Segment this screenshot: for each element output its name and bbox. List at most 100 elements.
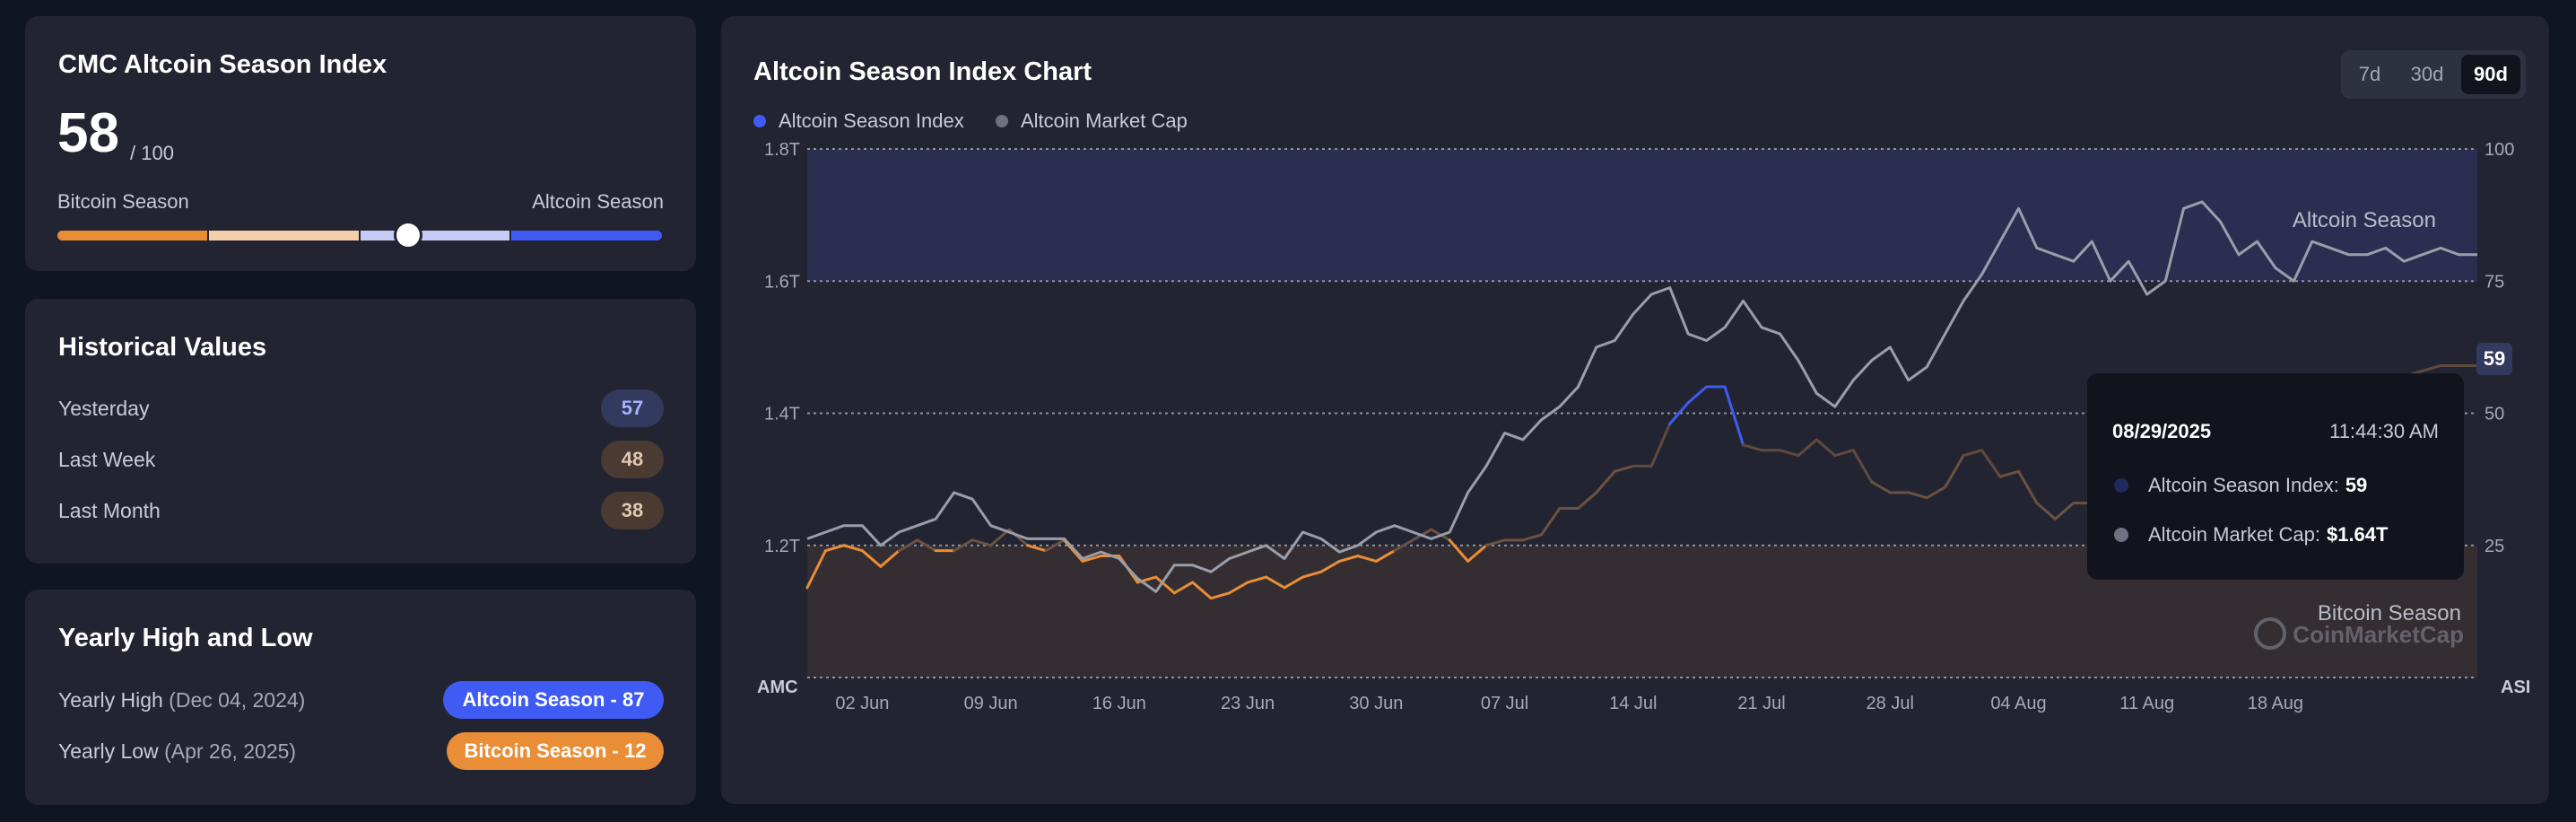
index-max: / 100	[130, 142, 174, 164]
index-series-segment	[1356, 555, 1378, 563]
legend-altcoin-market-cap[interactable]: Altcoin Market Cap	[996, 109, 1188, 133]
x-axis-tick: 07 Jul	[1481, 694, 1528, 713]
history-label-last-week: Last Week	[58, 448, 156, 471]
scale-segment-bitcoin	[57, 231, 207, 240]
x-axis-tick: 30 Jun	[1349, 694, 1403, 713]
tab-90d[interactable]: 90d	[2461, 55, 2520, 94]
altcoin-season-label: Altcoin Season	[532, 190, 664, 213]
index-value: 58	[57, 102, 119, 164]
coinmarketcap-logo-icon	[2254, 617, 2286, 650]
tab-30d[interactable]: 30d	[2410, 63, 2444, 85]
index-series-segment	[1797, 438, 1818, 458]
left-axis-tick: 1.4T	[764, 405, 800, 424]
index-series-segment	[1191, 581, 1213, 600]
yearly-high-low-card: Yearly High and Low Yearly High (Dec 04,…	[25, 590, 696, 805]
right-axis-tick: 75	[2485, 272, 2504, 292]
tooltip-index-value: 59	[2345, 474, 2368, 496]
tooltip-cap-row: Altcoin Market Cap: $1.64T	[2114, 523, 2388, 547]
right-axis-tick: 50	[2485, 405, 2504, 424]
index-series-segment	[1595, 469, 1616, 494]
altcoin-season-zone	[807, 149, 2477, 282]
index-series-segment	[1172, 581, 1195, 595]
legend-label-index: Altcoin Season Index	[779, 109, 964, 132]
history-value-last-week: 48	[601, 441, 664, 478]
index-series-segment	[1026, 544, 1048, 553]
legend-dot-market-cap	[996, 115, 1008, 127]
index-series-segment	[1833, 449, 1855, 458]
index-series-segment	[1393, 538, 1414, 553]
chart-title: Altcoin Season Index Chart	[753, 57, 1092, 86]
bitcoin-season-zone-label: Bitcoin Season	[2318, 601, 2461, 625]
historical-title: Historical Values	[58, 333, 267, 362]
index-series-segment	[823, 544, 846, 553]
index-series-segment	[1742, 443, 1763, 452]
altcoin-season-zone-label: Altcoin Season	[2293, 208, 2436, 232]
yearly-low-date: (Apr 26, 2025)	[164, 739, 297, 763]
bitcoin-season-label: Bitcoin Season	[57, 190, 189, 213]
legend-altcoin-season-index[interactable]: Altcoin Season Index	[753, 109, 964, 133]
yearly-low-row: Yearly Low (Apr 26, 2025)	[58, 739, 296, 764]
x-axis-tick: 28 Jul	[1867, 694, 1914, 713]
season-scale-bar	[57, 223, 662, 247]
legend-label-market-cap: Altcoin Market Cap	[1021, 109, 1188, 132]
index-series-segment	[1668, 401, 1690, 425]
index-series-segment	[860, 549, 883, 568]
altcoin-season-index-card: CMC Altcoin Season Index 58 / 100 Bitcoi…	[25, 16, 696, 271]
history-value-yesterday: 57	[601, 389, 664, 427]
history-label-last-month: Last Month	[58, 499, 161, 522]
x-axis-tick: 09 Jun	[964, 694, 1018, 713]
index-series-segment	[1081, 555, 1102, 563]
yearly-low-label: Yearly Low	[58, 739, 159, 763]
tooltip-index-dot	[2114, 478, 2128, 493]
market-cap-series-line	[806, 200, 2477, 593]
index-series-segment	[1870, 480, 1892, 494]
history-label-yesterday: Yesterday	[58, 397, 150, 420]
altcoin-season-chart-card: Altcoin Season Index Chart 7d 30d 90d Al…	[721, 16, 2549, 804]
historical-values-card: Historical Values Yesterday 57 Last Week…	[25, 299, 696, 564]
index-series-segment	[1944, 454, 1965, 489]
right-axis-tick: 25	[2485, 537, 2504, 556]
index-series-segment	[916, 538, 937, 553]
yearly-title: Yearly High and Low	[58, 624, 313, 652]
index-series-segment	[970, 538, 993, 547]
index-series-segment	[1246, 575, 1268, 584]
index-series-segment	[1521, 533, 1543, 542]
tooltip-cap-dot	[2114, 528, 2128, 542]
index-series-segment	[1613, 464, 1635, 473]
index-series-segment	[1851, 449, 1874, 484]
index-series-segment	[2035, 502, 2057, 520]
index-series-segment	[1778, 449, 1800, 458]
current-index-badge: 59	[2476, 343, 2512, 375]
index-series-segment	[805, 549, 827, 590]
tooltip-cap-label: Altcoin Market Cap:	[2148, 523, 2320, 546]
index-series-segment	[1283, 575, 1304, 590]
left-axis-tick: 1.8T	[764, 140, 800, 160]
index-series-segment	[1448, 538, 1470, 563]
index-series-segment	[1815, 438, 1837, 458]
left-axis-tick: 1.2T	[764, 537, 800, 556]
index-series-segment	[1980, 449, 2002, 478]
yearly-high-row: Yearly High (Dec 04, 2024)	[58, 688, 305, 713]
index-series-segment	[1319, 559, 1341, 573]
tooltip-date: 08/29/2025	[2112, 420, 2212, 442]
index-marker	[396, 223, 420, 247]
x-axis-tick: 04 Aug	[1990, 694, 2046, 713]
index-series-segment	[2016, 469, 2039, 505]
watermark-text: CoinMarketCap	[2293, 621, 2464, 648]
x-axis-tick: 14 Jul	[1609, 694, 1657, 713]
index-series-segment	[1998, 469, 2020, 478]
index-series-segment	[1907, 491, 1928, 500]
scale-segment-bitcoin-light	[209, 231, 359, 240]
tab-7d[interactable]: 7d	[2358, 63, 2381, 85]
index-series-segment	[953, 538, 974, 553]
right-axis-label: ASI	[2501, 678, 2530, 697]
index-series-segment	[897, 538, 919, 553]
index-series-segment	[2053, 502, 2076, 520]
tooltip-index-row: Altcoin Season Index: 59	[2114, 474, 2367, 497]
tooltip-time: 11:44:30 AM	[2329, 420, 2439, 442]
index-series-segment	[879, 549, 901, 568]
legend-dot-index	[753, 115, 766, 127]
index-series-segment	[1576, 491, 1598, 511]
index-series-segment	[1723, 385, 1745, 447]
index-series-segment	[842, 544, 864, 553]
